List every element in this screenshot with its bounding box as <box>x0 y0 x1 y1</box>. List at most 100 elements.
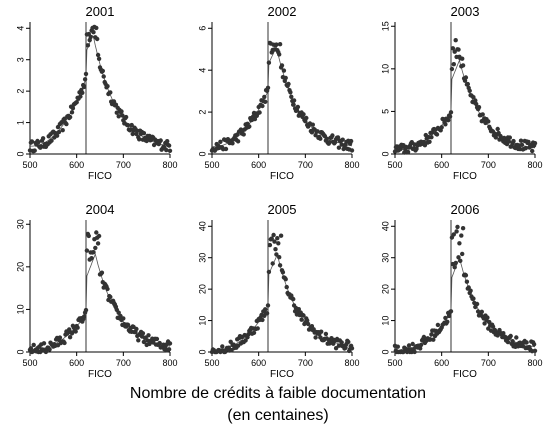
data-point <box>267 242 273 248</box>
data-point <box>286 81 291 87</box>
y-tick-label: 10 <box>380 64 390 74</box>
y-tick-label: 2 <box>197 110 207 115</box>
panel-title-2001: 2001 <box>85 4 115 19</box>
y-tick-label: 20 <box>15 262 25 272</box>
data-point <box>463 75 469 80</box>
data-point <box>422 143 428 148</box>
data-point <box>439 125 444 130</box>
data-point <box>60 128 65 133</box>
x-tick-label: 800 <box>527 160 542 170</box>
x-tick-label: 500 <box>22 160 37 170</box>
data-point <box>154 336 160 342</box>
y-tick-label: 0 <box>197 349 207 354</box>
data-point <box>41 341 47 346</box>
caption-line-2: (en centaines) <box>227 407 329 424</box>
data-point <box>223 146 229 152</box>
data-point <box>235 139 241 144</box>
data-point <box>451 232 456 237</box>
data-point <box>82 77 88 82</box>
data-point <box>291 102 296 107</box>
data-point <box>443 122 448 127</box>
data-point <box>31 342 36 348</box>
data-point <box>67 114 73 120</box>
data-point <box>495 333 500 338</box>
data-point <box>105 84 110 89</box>
data-point <box>304 115 309 121</box>
data-point <box>305 318 310 323</box>
data-point <box>276 241 281 246</box>
data-point <box>70 106 76 111</box>
data-point <box>296 307 301 312</box>
panel-title-2003: 2003 <box>450 4 480 19</box>
y-tick-label: 4 <box>15 26 25 31</box>
data-point <box>95 52 101 58</box>
data-point <box>263 99 268 105</box>
data-point <box>460 63 466 68</box>
data-point <box>146 333 151 338</box>
data-point <box>277 52 282 57</box>
data-point <box>418 342 424 348</box>
x-tick-label: 700 <box>116 358 131 368</box>
data-point <box>136 338 141 343</box>
data-point <box>336 145 342 150</box>
data-point <box>274 252 279 257</box>
data-point <box>319 329 324 334</box>
data-point <box>80 90 85 96</box>
data-point <box>418 346 423 351</box>
x-tick-label: 600 <box>251 160 266 170</box>
data-point <box>220 344 225 349</box>
data-point <box>108 90 113 95</box>
data-point <box>291 296 296 302</box>
y-tick-label: 0 <box>15 151 25 156</box>
data-point <box>519 142 525 147</box>
data-point <box>84 248 90 253</box>
data-point <box>29 139 35 144</box>
x-tick-label: 500 <box>204 160 219 170</box>
data-point <box>468 288 473 293</box>
x-tick-label: 800 <box>344 358 359 368</box>
data-point <box>340 137 345 142</box>
data-point <box>457 241 462 246</box>
data-point <box>299 317 304 322</box>
data-point <box>327 140 332 145</box>
data-point <box>230 141 235 146</box>
y-tick-label: 5 <box>380 109 390 114</box>
fit-line <box>30 34 171 147</box>
data-point <box>288 90 293 95</box>
data-point <box>305 321 311 327</box>
data-point <box>301 112 306 117</box>
data-point <box>269 236 274 241</box>
data-point <box>479 309 484 314</box>
y-tick-label: 30 <box>197 253 207 263</box>
data-point <box>289 94 294 100</box>
data-point <box>47 347 52 352</box>
data-point <box>524 340 529 345</box>
data-point <box>448 309 454 314</box>
data-point <box>96 233 102 239</box>
x-tick-label: 800 <box>527 358 542 368</box>
data-point <box>78 94 83 99</box>
data-point <box>125 322 131 327</box>
data-point <box>518 138 524 143</box>
data-point <box>429 135 434 140</box>
data-point <box>54 133 60 138</box>
data-point <box>486 119 491 124</box>
data-point <box>271 232 276 238</box>
data-point <box>311 327 316 332</box>
y-tick-label: 6 <box>197 26 207 31</box>
data-point <box>459 233 464 238</box>
data-point <box>86 233 92 239</box>
data-point <box>272 239 277 244</box>
fit-line <box>212 45 353 148</box>
data-point <box>421 334 427 340</box>
data-point <box>455 224 460 230</box>
data-point <box>460 226 466 231</box>
data-point <box>94 230 99 235</box>
data-point <box>283 277 288 282</box>
data-point <box>283 75 288 81</box>
data-point <box>257 110 262 115</box>
data-point <box>263 307 268 312</box>
data-point <box>514 335 519 340</box>
x-axis-label: FICO <box>270 171 294 182</box>
